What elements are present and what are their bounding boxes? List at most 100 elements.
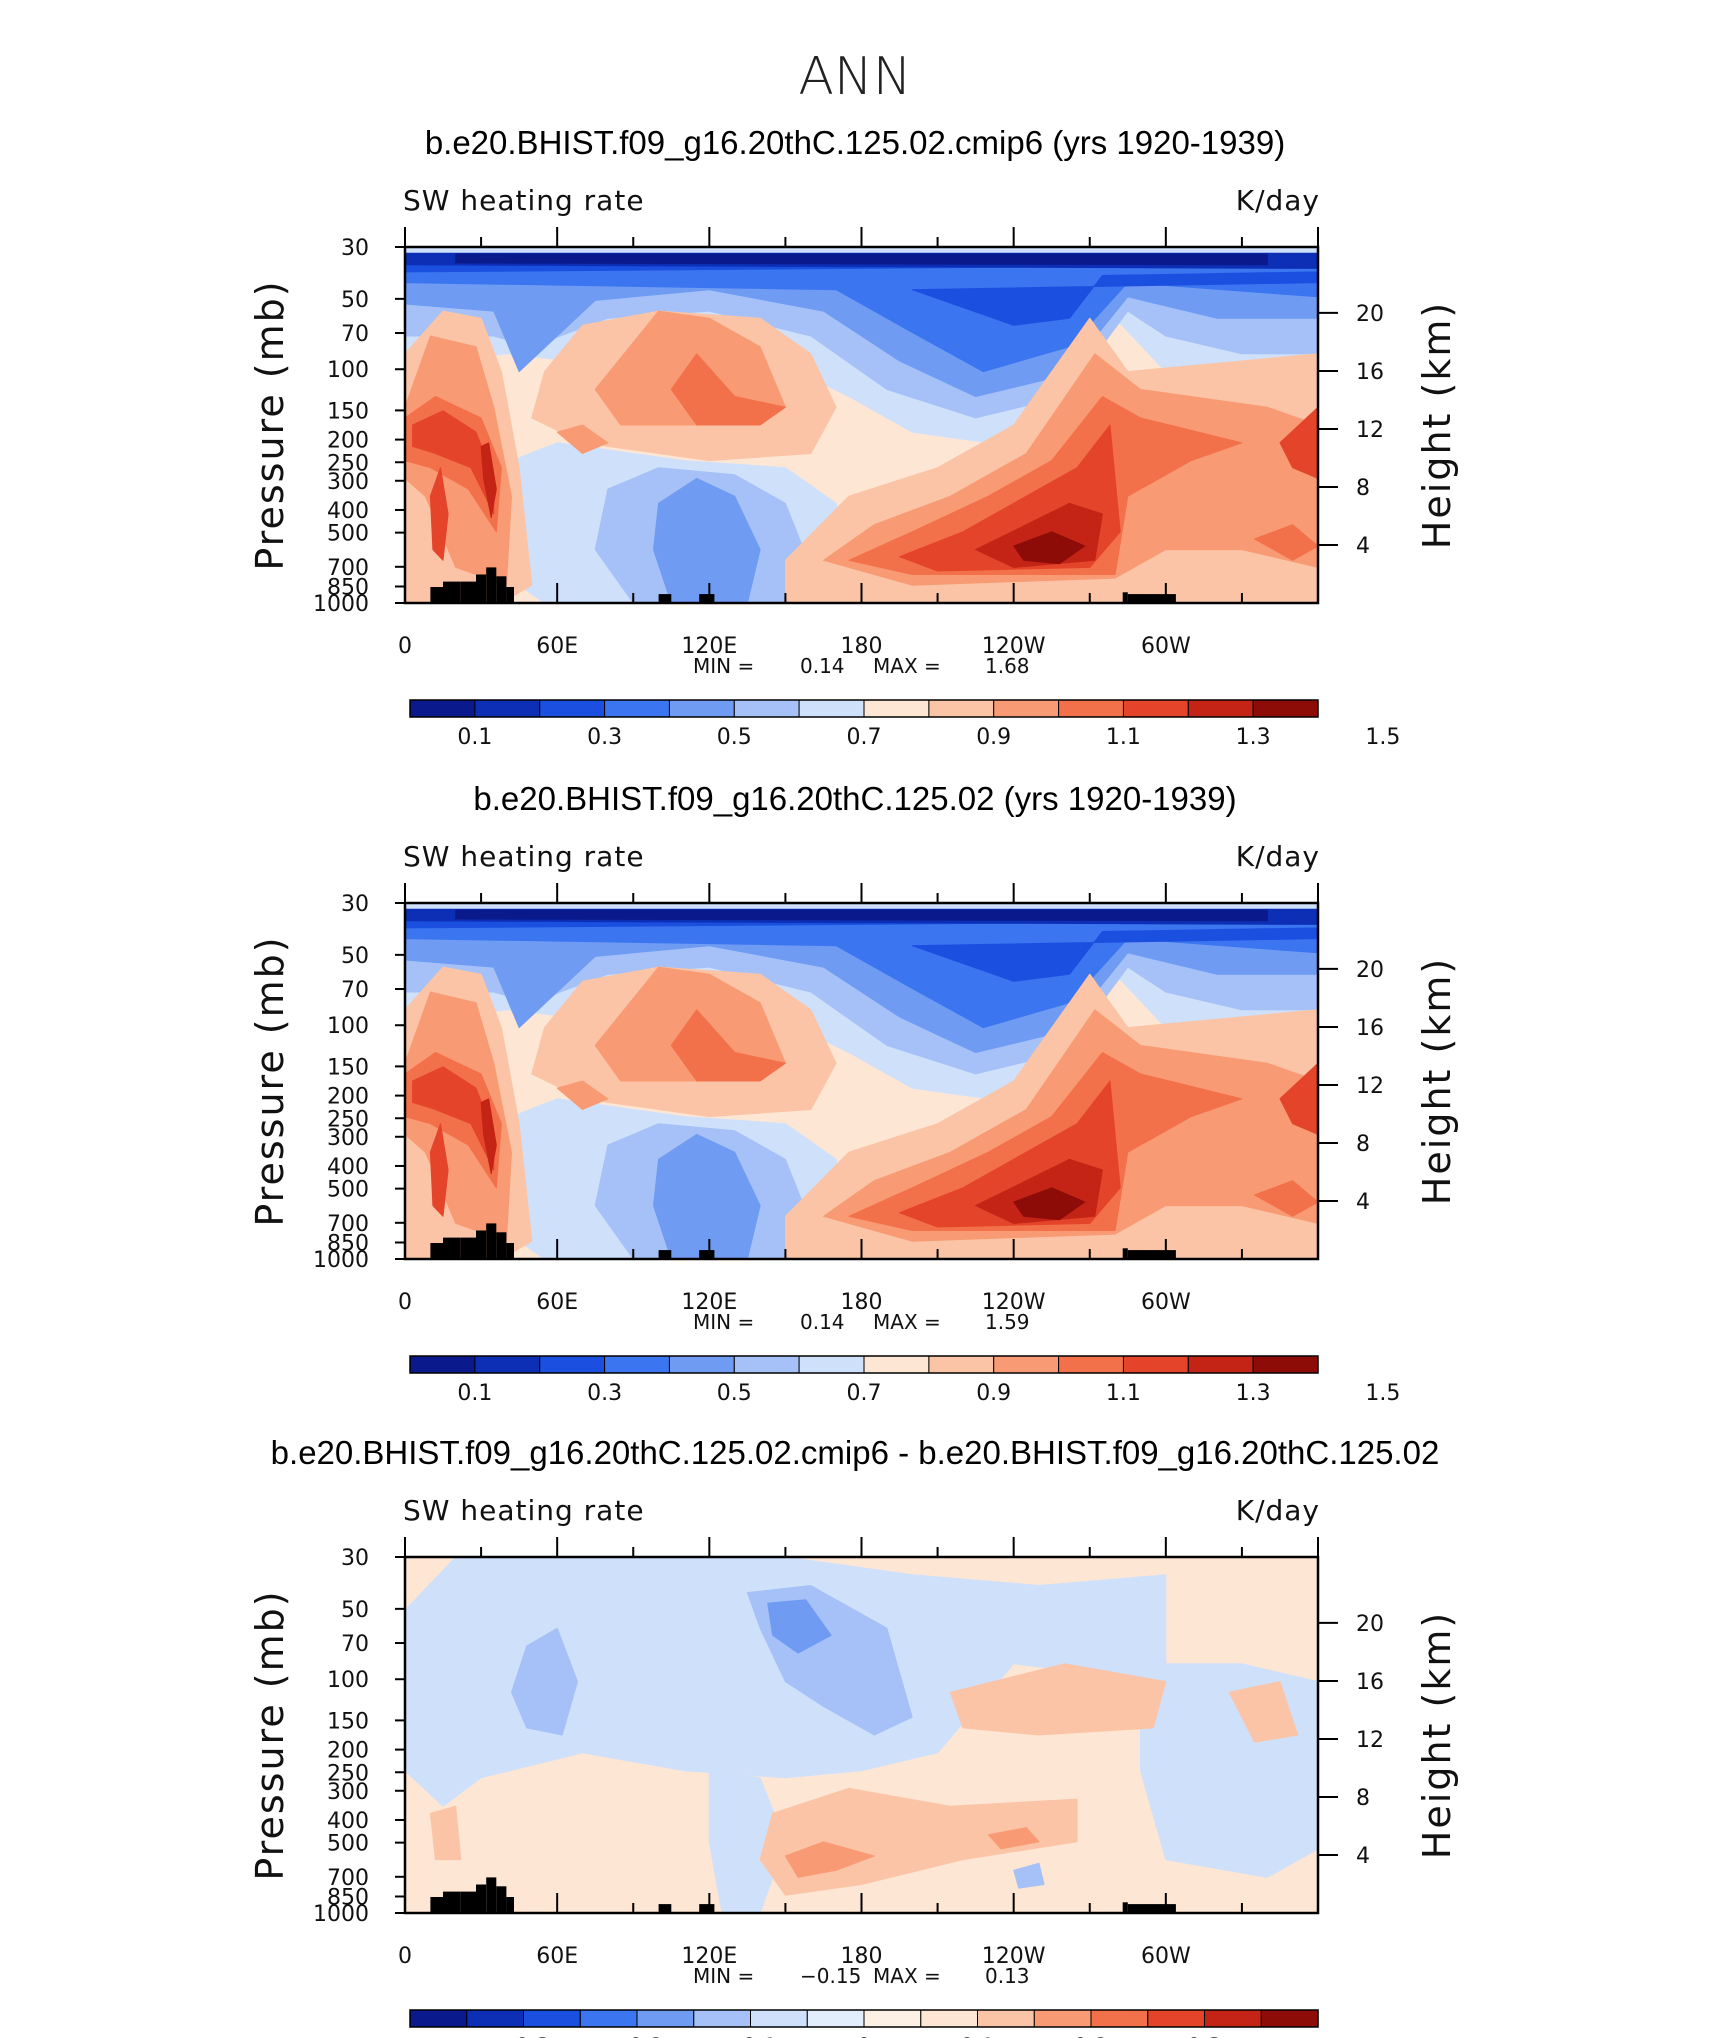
contour-region bbox=[405, 247, 1318, 373]
max-label: MAX = bbox=[873, 1964, 941, 1988]
topography-block bbox=[476, 574, 487, 603]
variable-label: SW heating rate bbox=[403, 184, 645, 217]
colorbar-box bbox=[1058, 699, 1124, 718]
y-axis-title: Pressure (mb) bbox=[248, 1589, 292, 1880]
y-axis-right-title: Height (km) bbox=[1415, 1611, 1459, 1859]
contour-region bbox=[1228, 1681, 1299, 1743]
colorbar-box bbox=[977, 2009, 1035, 2028]
topography-block bbox=[699, 594, 715, 603]
topography-block bbox=[699, 1904, 715, 1913]
colorbar-box bbox=[1252, 1355, 1319, 1374]
contour-region bbox=[1013, 1187, 1086, 1221]
height-tick-label: 20 bbox=[1356, 302, 1384, 327]
colorbar: −0.3 −0.2 −0.1 0 0.1 0.2 0.3 bbox=[409, 2009, 1319, 2038]
variable-label: SW heating rate bbox=[403, 840, 645, 873]
topography-block bbox=[486, 567, 497, 603]
colorbar-box bbox=[604, 699, 670, 718]
y-axis-title: Pressure (mb) bbox=[248, 279, 292, 570]
y-tick-label: 150 bbox=[327, 1709, 369, 1734]
y-tick-label: 150 bbox=[327, 399, 369, 424]
colorbar-label: 1.5 bbox=[1365, 1381, 1400, 1406]
colorbar-box bbox=[1260, 2009, 1319, 2028]
colorbar-box bbox=[1122, 1355, 1189, 1374]
colorbar-box bbox=[920, 2009, 979, 2028]
x-tick-label: 180 bbox=[841, 1290, 883, 1315]
height-tick-label: 12 bbox=[1356, 1728, 1384, 1753]
topography-block bbox=[506, 1897, 514, 1913]
topography-block bbox=[460, 581, 476, 603]
min-label: MIN = bbox=[693, 1310, 754, 1334]
contour-region bbox=[412, 1066, 495, 1171]
y-tick-label: 50 bbox=[341, 1598, 369, 1623]
y-tick-label: 400 bbox=[327, 1155, 369, 1180]
contour-region bbox=[708, 1770, 786, 1913]
x-tick-label: 120E bbox=[681, 1290, 737, 1315]
topography bbox=[430, 1223, 1176, 1259]
colorbar-label: 1.3 bbox=[1236, 1381, 1271, 1406]
colorbar-label: 0 bbox=[857, 2035, 871, 2038]
x-axis: 0 60E 120E 180 120W 60W bbox=[398, 227, 1319, 659]
colorbar-box bbox=[750, 2009, 808, 2028]
topography-block bbox=[430, 1243, 444, 1259]
height-tick-label: 20 bbox=[1356, 1612, 1384, 1637]
y-tick-label: 700 bbox=[327, 1866, 369, 1891]
topography-block bbox=[1165, 1250, 1176, 1259]
panel-title: b.e20.BHIST.f09_g16.20thC.125.02.cmip6 -… bbox=[271, 1434, 1440, 1471]
units-label: K/day bbox=[1236, 184, 1320, 217]
colorbar-box bbox=[863, 2009, 922, 2028]
min-label: MIN = bbox=[693, 1964, 754, 1988]
contour-region bbox=[670, 353, 786, 426]
colorbar-box bbox=[409, 1355, 476, 1374]
colorbar-label: 0.9 bbox=[976, 725, 1011, 750]
contour-region bbox=[556, 1080, 609, 1110]
contour-region bbox=[405, 903, 1318, 1029]
max-value: 0.13 bbox=[985, 1964, 1030, 1988]
colorbar-box bbox=[863, 1355, 930, 1374]
y-tick-label: 70 bbox=[341, 978, 369, 1003]
contour-region bbox=[556, 424, 609, 454]
colorbar-box bbox=[1122, 699, 1189, 718]
colorbar-box bbox=[668, 1355, 735, 1374]
panel-title: b.e20.BHIST.f09_g16.20thC.125.02.cmip6 (… bbox=[425, 124, 1285, 161]
colorbar-box bbox=[1204, 2009, 1262, 2028]
y-tick-label: 100 bbox=[327, 1014, 369, 1039]
x-tick-label: 120W bbox=[982, 1944, 1046, 1969]
units-label: K/day bbox=[1236, 1494, 1320, 1527]
contour-field bbox=[405, 1557, 1318, 1913]
y-tick-label: 300 bbox=[327, 1126, 369, 1151]
y-tick-label: 250 bbox=[327, 451, 369, 476]
y-tick-label: 200 bbox=[327, 1085, 369, 1110]
topography-block bbox=[496, 1232, 507, 1259]
y-axis-right: 20 16 12 8 4 bbox=[1318, 302, 1384, 559]
colorbar-frame bbox=[409, 1355, 1319, 1374]
contour-region bbox=[455, 253, 1268, 266]
x-tick-label: 120E bbox=[681, 634, 737, 659]
topography-block bbox=[506, 587, 514, 603]
colorbar-label: 0.5 bbox=[717, 725, 752, 750]
topography-block bbox=[443, 581, 461, 603]
topography-block bbox=[1145, 594, 1166, 603]
panel-2: b.e20.BHIST.f09_g16.20thC.125.02 (yrs 19… bbox=[248, 780, 1459, 1406]
height-tick-label: 16 bbox=[1356, 1016, 1384, 1041]
colorbar-box bbox=[636, 2009, 695, 2028]
topography-block bbox=[699, 1250, 715, 1259]
colorbar-box bbox=[466, 2009, 525, 2028]
x-tick-label: 120W bbox=[982, 1290, 1046, 1315]
colorbar-box bbox=[993, 1355, 1060, 1374]
height-tick-label: 8 bbox=[1356, 1132, 1370, 1157]
min-value: 0.14 bbox=[800, 1310, 845, 1334]
contour-region bbox=[1013, 1862, 1045, 1889]
height-tick-label: 12 bbox=[1356, 418, 1384, 443]
max-value: 1.68 bbox=[985, 654, 1030, 678]
contour-region bbox=[767, 1599, 832, 1654]
contour-region bbox=[429, 467, 449, 561]
topography-block bbox=[1145, 1904, 1166, 1913]
colorbar-label: 1.5 bbox=[1365, 725, 1400, 750]
colorbar-box bbox=[668, 699, 735, 718]
height-tick-label: 16 bbox=[1356, 1670, 1384, 1695]
topography-block bbox=[486, 1223, 497, 1259]
colorbar-label: 0.2 bbox=[1074, 2035, 1109, 2038]
colorbar-label: 0.9 bbox=[976, 1381, 1011, 1406]
y-axis-right-title: Height (km) bbox=[1415, 301, 1459, 549]
